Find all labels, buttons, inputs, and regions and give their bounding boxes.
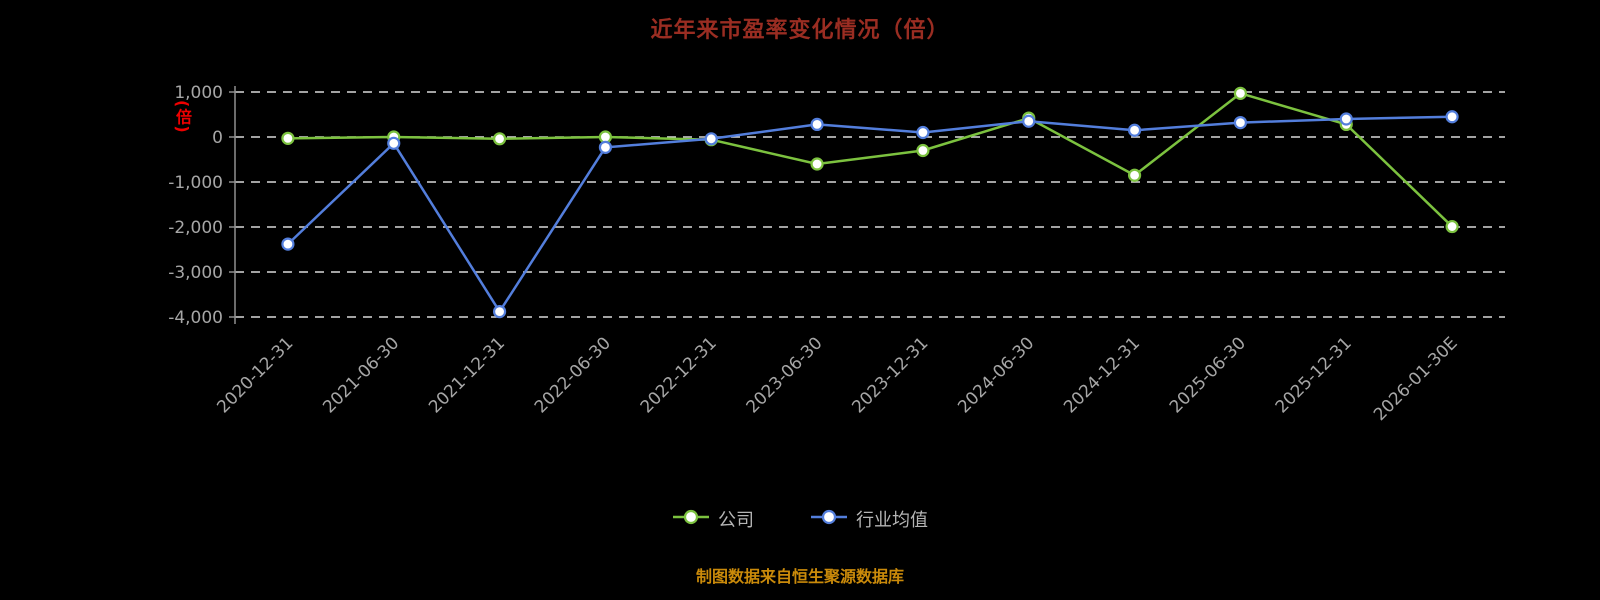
x-tick-label: 2020-12-31 [213, 333, 297, 417]
legend: 公司 行业均值 [0, 506, 1600, 532]
y-tick-label: -4,000 [168, 308, 223, 328]
data-source-note: 制图数据来自恒生聚源数据库 [695, 567, 904, 586]
y-tick-label: -1,000 [168, 173, 223, 193]
y-axis-unit-label: (倍) [173, 100, 192, 134]
data-point[interactable] [1339, 112, 1353, 126]
data-point[interactable] [1445, 110, 1459, 124]
data-point[interactable] [1127, 123, 1142, 137]
data-point[interactable] [598, 140, 613, 154]
legend-item-industry-average[interactable]: 行业均值 [810, 506, 928, 532]
data-point[interactable] [704, 132, 718, 146]
data-point[interactable] [281, 131, 295, 145]
y-tick-label: -2,000 [168, 218, 223, 238]
data-point[interactable] [1233, 115, 1248, 130]
x-tick-label: 2023-06-30 [743, 333, 827, 417]
series-line-1 [286, 115, 1454, 313]
data-point[interactable] [1127, 168, 1142, 182]
x-tick-label: 2025-06-30 [1166, 333, 1250, 417]
legend-item-company[interactable]: 公司 [672, 506, 754, 532]
data-point[interactable] [492, 305, 507, 319]
legend-label-company: 公司 [718, 510, 754, 531]
x-tick-label: 2022-06-30 [531, 333, 615, 417]
data-point[interactable] [810, 117, 824, 132]
data-point[interactable] [1445, 219, 1459, 234]
y-tick-label: -3,000 [168, 263, 223, 283]
data-point[interactable] [810, 157, 824, 171]
chart-title: 近年来市盈率变化情况（倍） [650, 18, 950, 43]
data-point[interactable] [387, 136, 401, 150]
industry-series-marker-icon [810, 508, 848, 530]
x-tick-label: 2021-12-31 [425, 333, 509, 417]
data-point[interactable] [916, 125, 930, 140]
x-tick-label: 2024-06-30 [954, 333, 1038, 417]
x-tick-label: 2022-12-31 [637, 333, 721, 417]
data-point[interactable] [492, 132, 507, 146]
chart-canvas[interactable]: 1,000 0 -1,000 -2,000 -3,000 -4,000 2020-12-31… [0, 0, 1600, 460]
x-tick-label: 2023-12-31 [848, 333, 932, 417]
y-tick-label: 0 [212, 128, 223, 148]
x-tick-label: 2021-06-30 [319, 333, 403, 417]
x-tick-label: 2026-01-30E [1370, 333, 1462, 425]
series-line-0 [286, 92, 1454, 228]
company-series-marker-icon [672, 508, 710, 530]
y-tick-label: 1,000 [174, 83, 223, 103]
data-point[interactable] [1022, 114, 1036, 128]
x-tick-label: 2025-12-31 [1272, 333, 1356, 417]
data-point[interactable] [1233, 86, 1248, 100]
data-point[interactable] [281, 237, 295, 251]
x-tick-label: 2024-12-31 [1060, 333, 1144, 417]
legend-label-industry-average: 行业均值 [856, 510, 928, 531]
data-point[interactable] [916, 143, 930, 158]
